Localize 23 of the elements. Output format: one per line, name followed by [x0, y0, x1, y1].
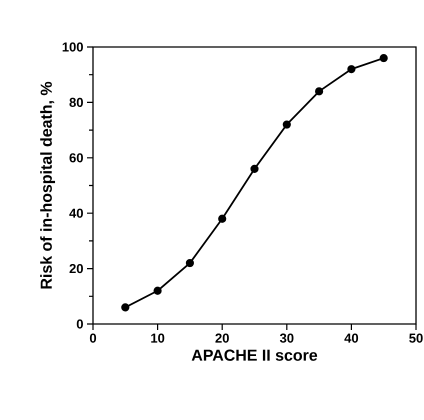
y-tick-label: 60 [70, 153, 83, 162]
point [380, 54, 388, 62]
point [315, 87, 324, 96]
point [186, 258, 194, 268]
point [218, 214, 226, 223]
point [121, 303, 130, 312]
x-axis-title: APACHE II score [192, 350, 318, 361]
y-tick-label: 0 [76, 319, 83, 329]
y-tick-label: 100 [62, 42, 83, 52]
x-tick-label: 50 [409, 334, 423, 343]
point [154, 286, 162, 295]
point [250, 164, 259, 173]
x-tick-label: 40 [344, 334, 358, 343]
point [347, 65, 356, 74]
x-tick-label: 0 [90, 334, 96, 343]
y-tick-label: 80 [69, 98, 83, 107]
y-tick-label: 20 [70, 264, 83, 274]
x-tick-label: 20 [215, 334, 229, 343]
x-tick-label: 30 [280, 334, 294, 343]
y-tick-label: 40 [69, 208, 83, 218]
point [282, 120, 291, 129]
y-axis-title: Risk of in-hospital death, % [40, 82, 56, 288]
x-tick-label: 10 [151, 334, 164, 343]
